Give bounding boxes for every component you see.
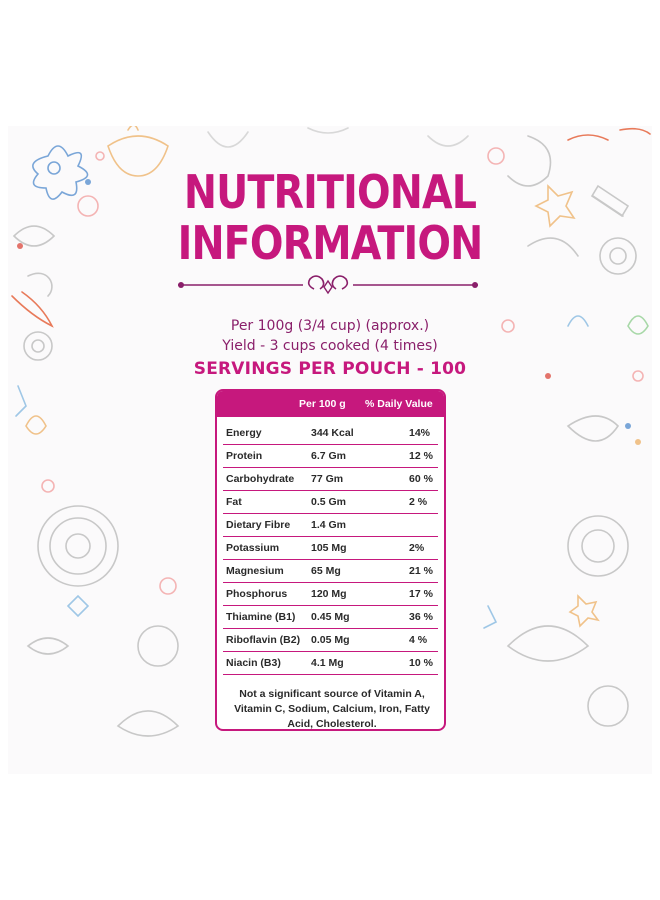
nutrient-daily-value: 2% xyxy=(409,542,425,554)
page-title-line2: INFORMATION xyxy=(177,216,484,270)
nutrient-name: Niacin (B3) xyxy=(226,657,281,669)
spice-doodle-pattern xyxy=(11,126,651,737)
nutrient-name: Energy xyxy=(226,427,262,439)
nutrient-daily-value: 60 % xyxy=(409,473,433,485)
nutrient-amount: 1.4 Gm xyxy=(311,519,347,531)
nutrient-amount: 4.1 Mg xyxy=(311,657,344,669)
nutrient-name: Magnesium xyxy=(226,565,284,577)
nutrient-daily-value: 17 % xyxy=(409,588,433,600)
nutrient-name: Carbohydrate xyxy=(226,473,295,485)
table-row: Niacin (B3) 4.1 Mg 10 % xyxy=(223,652,438,675)
page-title-line1: NUTRITIONAL xyxy=(183,165,477,219)
table-row: Potassium 105 Mg 2% xyxy=(223,537,438,560)
nutrient-amount: 77 Gm xyxy=(311,473,344,485)
nutrient-amount: 344 Kcal xyxy=(311,427,354,439)
table-header: Per 100 g % Daily Value xyxy=(217,391,444,417)
table-row: Thiamine (B1) 0.45 Mg 36 % xyxy=(223,606,438,629)
table-row: Protein 6.7 Gm 12 % xyxy=(223,445,438,468)
table-row: Energy 344 Kcal 14% xyxy=(223,422,438,445)
nutrient-amount: 65 Mg xyxy=(311,565,341,577)
nutrient-daily-value: 21 % xyxy=(409,565,433,577)
nutrient-name: Dietary Fibre xyxy=(226,519,291,531)
nutrient-name: Protein xyxy=(226,450,263,462)
serving-size-line: Per 100g (3/4 cup) (approx.) xyxy=(230,318,430,334)
yield-line: Yield - 3 cups cooked (4 times) xyxy=(222,338,438,354)
table-row: Dietary Fibre 1.4 Gm xyxy=(223,514,438,537)
nutrient-name: Riboflavin (B2) xyxy=(226,634,301,646)
nutrient-daily-value: 4 % xyxy=(409,634,428,646)
table-row: Magnesium 65 Mg 21 % xyxy=(223,560,438,583)
nutrient-daily-value: 10 % xyxy=(409,657,433,669)
nutrient-name: Thiamine (B1) xyxy=(226,611,296,623)
nutrient-daily-value: 12 % xyxy=(409,450,433,462)
nutrient-amount: 0.45 Mg xyxy=(311,611,350,623)
nutrient-amount: 6.7 Gm xyxy=(311,450,347,462)
nutrient-daily-value: 14% xyxy=(409,427,431,439)
nutrient-name: Fat xyxy=(226,496,242,508)
column-header-amount: Per 100 g xyxy=(299,398,346,410)
table-row: Phosphorus 120 Mg 17 % xyxy=(223,583,438,606)
table-row: Riboflavin (B2) 0.05 Mg 4 % xyxy=(223,629,438,652)
servings-per-pouch: SERVINGS PER POUCH - 100 xyxy=(193,359,467,379)
table-footnote: Not a significant source of Vitamin A, V… xyxy=(234,688,430,730)
nutrient-daily-value: 2 % xyxy=(409,496,428,508)
nutrient-amount: 105 Mg xyxy=(311,542,347,554)
nutrient-amount: 0.05 Mg xyxy=(311,634,350,646)
column-header-daily-value: % Daily Value xyxy=(365,398,433,410)
nutrient-amount: 0.5 Gm xyxy=(311,496,347,508)
nutrient-daily-value: 36 % xyxy=(409,611,433,623)
nutrient-amount: 120 Mg xyxy=(311,588,347,600)
table-row: Fat 0.5 Gm 2 % xyxy=(223,491,438,514)
ornamental-divider xyxy=(178,275,478,295)
nutrient-name: Potassium xyxy=(226,542,280,554)
nutrient-name: Phosphorus xyxy=(226,588,288,600)
nutrition-table: Per 100 g % Daily Value Energy 344 Kcal … xyxy=(215,389,446,731)
table-row: Carbohydrate 77 Gm 60 % xyxy=(223,468,438,491)
